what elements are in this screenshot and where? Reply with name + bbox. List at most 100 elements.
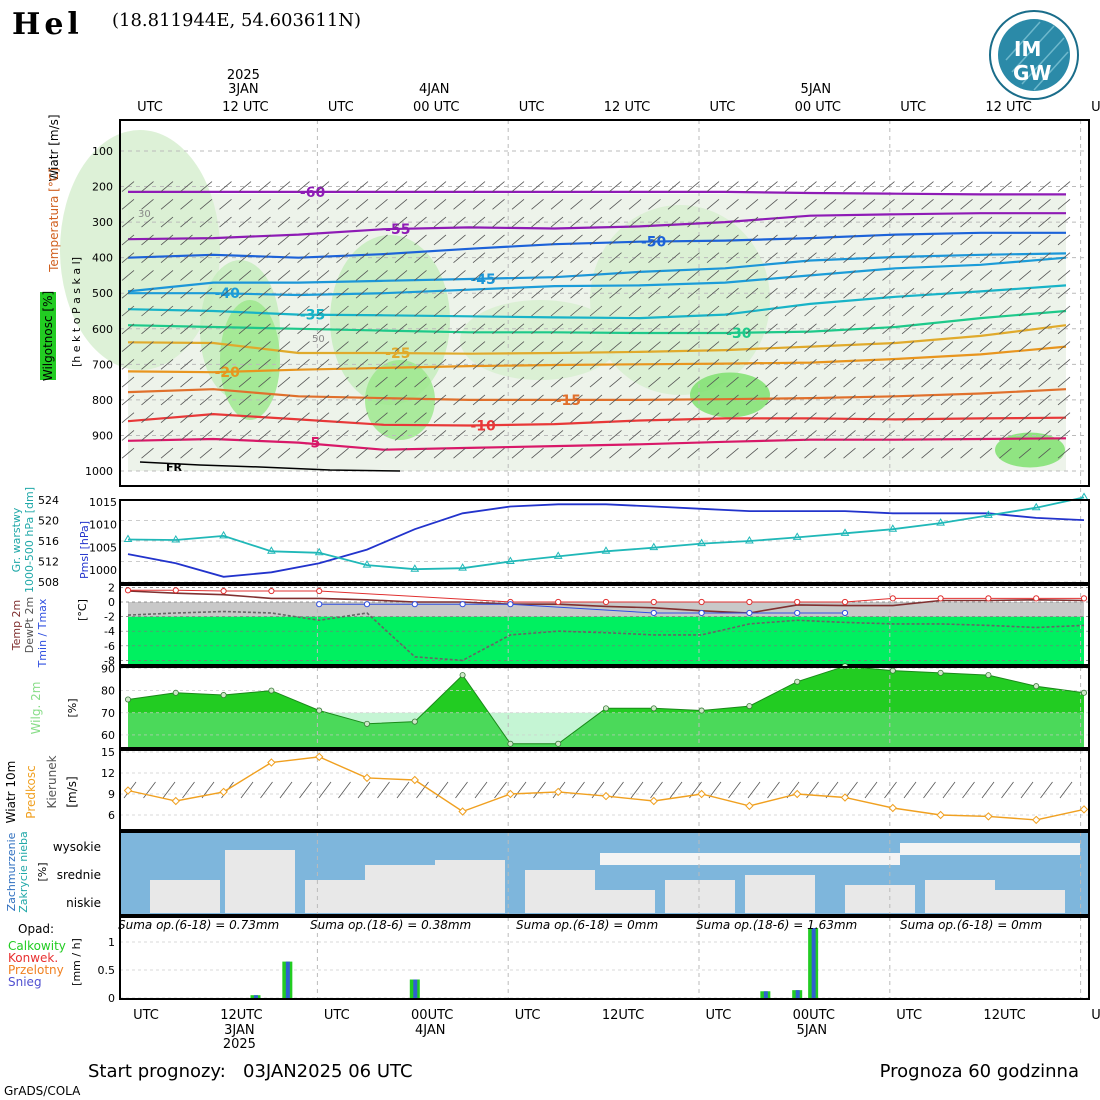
wind-barb — [823, 252, 837, 263]
thickness-point — [840, 528, 850, 536]
wind-barb — [589, 270, 603, 281]
wind-barb — [316, 323, 330, 335]
wind-barb — [882, 394, 895, 406]
wind-speed-point — [362, 773, 372, 783]
wind-barb — [843, 323, 856, 335]
wind-barb — [1038, 181, 1051, 192]
tmax-point — [794, 598, 801, 606]
wind-barb — [453, 323, 466, 335]
wind-barb — [609, 181, 622, 192]
wind-barb — [745, 394, 759, 406]
wind-barb — [414, 359, 427, 370]
cloud-unit-label: [%] — [36, 862, 49, 881]
wind-barb — [531, 447, 544, 459]
wind-barb — [336, 234, 349, 246]
wind-barb — [589, 412, 603, 423]
wind-barb — [219, 323, 232, 335]
wind-direction-barb — [279, 781, 293, 799]
wind-barb — [921, 305, 934, 317]
wind-barb — [492, 234, 505, 246]
wind-barb — [648, 287, 661, 299]
wind-barb — [726, 287, 739, 299]
wind-barb — [336, 305, 349, 317]
bottom-time-label: 00UTC — [411, 1008, 453, 1023]
wind-barb — [375, 199, 388, 210]
wind-barb — [882, 376, 895, 388]
wind-barb — [472, 234, 486, 246]
wind-barb — [375, 270, 388, 281]
wind-barb — [843, 181, 856, 192]
tmax-point — [172, 587, 179, 594]
wind-barb — [940, 376, 954, 388]
wind-barb — [570, 430, 583, 441]
wind-barb — [765, 199, 778, 210]
wind-barb — [375, 287, 388, 299]
wind-barb — [433, 447, 447, 459]
wind-barb — [999, 270, 1012, 281]
wind-barb — [550, 216, 564, 228]
wind-barb — [316, 447, 330, 459]
wind-barb — [706, 341, 720, 352]
top-day-label: 2025 — [227, 68, 260, 83]
wind-barb — [238, 270, 252, 281]
wind-barb — [180, 394, 193, 406]
isotherm-line — [127, 412, 1067, 427]
wind-barb — [453, 341, 466, 352]
wind-barb — [199, 359, 213, 370]
wind-barb — [433, 394, 447, 406]
wind-barb — [453, 287, 466, 299]
wind-barb — [550, 305, 564, 317]
wind-barb — [316, 216, 330, 228]
wind-barb — [531, 376, 544, 388]
wind-barb — [921, 394, 934, 406]
wind-barb — [297, 341, 310, 352]
wind-barb — [706, 412, 720, 423]
top-time-label: UTC — [519, 100, 545, 115]
bottom-time-label: 12UTC — [602, 1008, 644, 1023]
precip-legend-item: Konwek. — [8, 951, 58, 965]
wind-barb — [141, 430, 154, 441]
wind-barb — [589, 341, 603, 352]
wind-barb — [843, 412, 856, 423]
temp-tick-label: -8 — [104, 654, 115, 667]
wind-barb — [433, 376, 447, 388]
wind-barb — [375, 323, 388, 335]
wind-barb — [589, 305, 603, 317]
wind-barb — [765, 359, 778, 370]
pmsl-line — [127, 503, 1085, 578]
wind-barb — [726, 181, 739, 192]
wind-barb — [1038, 234, 1051, 246]
wind-barb — [687, 287, 700, 299]
wind-barb — [472, 394, 486, 406]
wind-barb — [414, 252, 427, 263]
wind-barb — [316, 430, 330, 441]
wind-barb — [238, 359, 252, 370]
wind-barb — [1018, 287, 1032, 299]
wind-barb — [316, 181, 330, 192]
wind-barb — [219, 287, 232, 299]
wind-direction-barb — [396, 781, 410, 799]
thickness-point — [219, 530, 228, 539]
wind-barb — [160, 216, 174, 228]
wind-barb — [531, 234, 544, 246]
wind-barb — [316, 412, 330, 423]
wind-barb — [219, 447, 232, 459]
thickness-tick-label: 520 — [38, 515, 59, 528]
tmax-point — [124, 587, 132, 594]
wind-barb — [141, 181, 154, 192]
wind-barb — [336, 216, 349, 228]
wind-barb — [901, 181, 915, 192]
wind-barb — [628, 287, 642, 299]
wind-barb — [628, 323, 642, 335]
wind-barb — [238, 394, 252, 406]
pressure-tick-label: 200 — [92, 181, 113, 194]
wind-barb — [297, 234, 310, 246]
wind-direction-barb — [182, 781, 195, 799]
thickness-point — [601, 546, 611, 554]
cloud-bar — [585, 890, 655, 913]
wind-speed-point — [171, 796, 181, 806]
wind-barb — [765, 234, 778, 246]
wind-barb — [453, 181, 466, 192]
wind-barb — [550, 394, 564, 406]
wind-barb — [726, 323, 739, 335]
